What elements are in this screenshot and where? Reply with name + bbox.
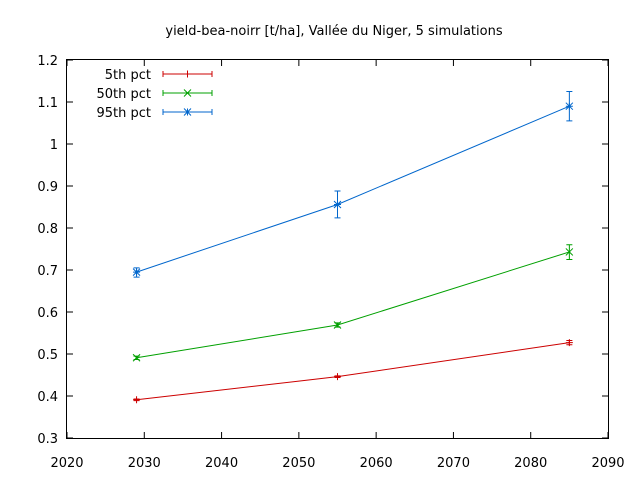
data-point [132,353,141,362]
legend-entry: 5th pct [105,68,213,83]
y-tick-label: 0.9 [37,180,58,195]
data-point [133,396,141,404]
legend-marker [184,70,191,78]
x-tick-label: 2070 [437,456,470,471]
y-tick-label: 0.3 [37,432,58,447]
x-tick-label: 2090 [591,456,624,471]
tick-marks [66,59,609,439]
legend-entry: 50th pct [96,87,213,102]
legend-marker [183,89,192,97]
series-line [136,342,570,401]
y-tick-label: 1.2 [37,54,58,69]
data-point [333,200,342,209]
data-point [334,373,341,381]
legend: 5th pct 50th pct 95th pct [96,68,213,121]
x-tick-label: 2050 [282,456,315,471]
data-point [565,248,574,256]
series-2 [132,91,574,278]
axes: 2020 2030 2040 2050 2060 2070 2080 2090 0.3 0.4 0.… [37,54,624,471]
series-line [136,105,570,273]
y-tick-label: 0.5 [37,348,58,363]
series-line [136,251,570,359]
y-tick-label: 0.8 [37,222,58,237]
x-tick-label: 2080 [514,456,547,471]
legend-label: 5th pct [105,68,151,83]
series-1 [132,244,574,362]
chart-title: yield-bea-noirr [t/ha], Vallée du Niger,… [165,24,502,39]
series-layer [132,91,574,404]
y-tick-label: 1.1 [37,96,58,111]
x-tick-label: 2020 [50,456,83,471]
y-tick-label: 0.6 [37,306,58,321]
data-point [565,102,574,111]
legend-entry: 95th pct [96,106,213,121]
y-tick-label: 0.4 [37,390,58,405]
y-tick-label: 1 [50,138,58,153]
data-point [565,339,573,347]
plot-frame [66,59,609,439]
legend-marker [183,108,192,116]
y-tick-label: 0.7 [37,264,58,279]
legend-label: 95th pct [96,106,151,121]
x-tick-label: 2060 [360,456,393,471]
x-tick-label: 2030 [128,456,161,471]
x-tick-label: 2040 [205,456,238,471]
legend-label: 50th pct [96,87,151,102]
data-point [333,321,342,329]
series-0 [133,339,573,404]
data-point [132,268,141,276]
